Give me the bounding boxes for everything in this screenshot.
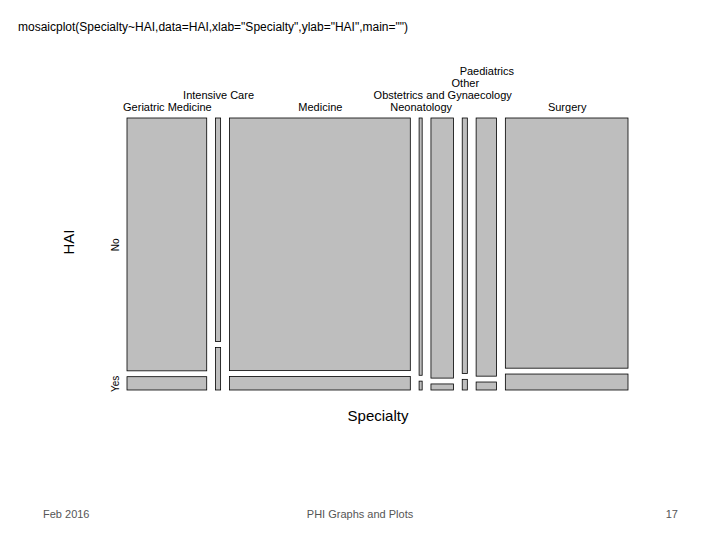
svg-text:Surgery: Surgery <box>548 101 587 113</box>
html-text:Feb 2016: Feb 2016 <box>43 508 90 520</box>
svg-text:Other: Other <box>452 77 480 89</box>
svg-text:Intensive Care: Intensive Care <box>183 89 254 101</box>
svg-text:Medicine: Medicine <box>298 101 342 113</box>
svg-text:Neonatology: Neonatology <box>390 101 452 113</box>
html-text:17: 17 <box>665 508 678 520</box>
svg-text:Yes: Yes <box>110 376 121 392</box>
svg-text:Geriatric Medicine: Geriatric Medicine <box>123 101 212 113</box>
svg-text:HAI: HAI <box>60 229 77 254</box>
svg-text:Paediatrics: Paediatrics <box>460 65 515 77</box>
html-text:mosaicplot(Specialty~HAI,data=: mosaicplot(Specialty~HAI,data=HAI,xlab="… <box>18 20 409 34</box>
svg-text:Specialty: Specialty <box>348 407 409 424</box>
svg-text:Obstetrics and Gynaecology: Obstetrics and Gynaecology <box>374 89 513 101</box>
html-text:PHI Graphs and Plots: PHI Graphs and Plots <box>306 508 414 520</box>
svg-text:No: No <box>110 238 121 251</box>
